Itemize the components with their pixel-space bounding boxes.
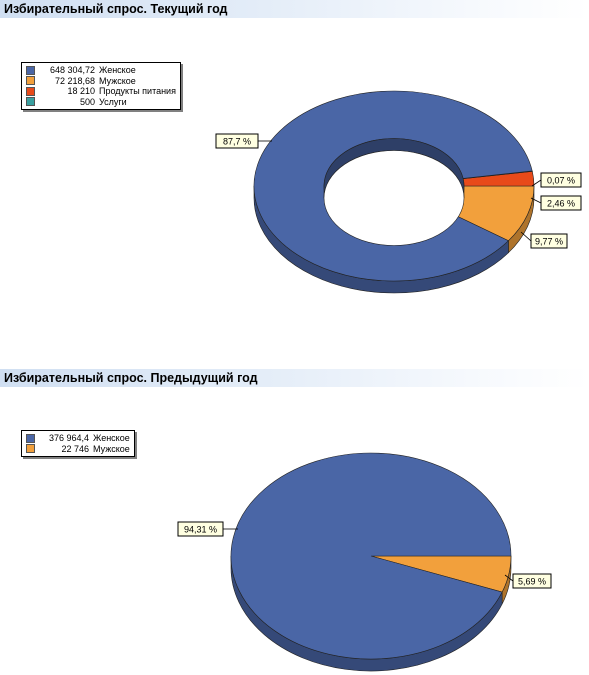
legend-label: Продукты питания [99, 86, 176, 97]
data-label: 0,07 % [547, 176, 575, 186]
legend-swatch [26, 65, 35, 75]
legend-label: Женское [93, 433, 130, 444]
data-label: 94,31 % [184, 525, 217, 535]
legend-value: 376 964,4 [48, 433, 89, 444]
data-label: 2,46 % [547, 199, 575, 209]
legend-item: 18 210 Продукты питания [26, 86, 176, 97]
legend-label: Мужское [93, 443, 130, 454]
legend-value: 18 210 [67, 86, 95, 97]
legend-value: 22 746 [61, 443, 89, 454]
data-label-box [215, 133, 259, 149]
data-label-box [177, 521, 224, 537]
chart-legend: 376 964,4 Женское 22 746 Мужское [21, 430, 135, 457]
chart-title: Избирательный спрос. Предыдущий год [0, 369, 589, 387]
legend-swatch [26, 444, 35, 454]
data-label-box [512, 573, 552, 589]
chart-panel-current-year: Избирательный спрос. Текущий год 87,7 % 0… [0, 0, 589, 294]
legend-item: 376 964,4 Женское [26, 433, 130, 444]
label-leader [530, 197, 542, 204]
data-label-box [540, 195, 582, 211]
legend-swatch [26, 76, 35, 86]
data-label: 87,7 % [223, 137, 251, 147]
donut-chart: 87,7 % 0,07 % 2,46 % 9,77 % [215, 90, 582, 294]
slice-0 [230, 452, 512, 660]
pie-chart: 94,31 % 5,69 % [177, 452, 552, 672]
data-label: 9,77 % [535, 237, 563, 247]
legend-value: 500 [79, 96, 95, 107]
legend-swatch [26, 433, 35, 443]
legend-item: 648 304,72 Женское [26, 65, 176, 76]
legend-swatch [26, 97, 35, 107]
legend-label: Мужское [99, 75, 136, 86]
donut-hole [323, 150, 465, 246]
chart-panel-previous-year: Избирательный спрос. Предыдущий год 94,3… [0, 369, 589, 675]
label-leader [504, 574, 514, 582]
legend-item: 500 Услуги [26, 97, 176, 108]
legend-item: 22 746 Мужское [26, 444, 130, 455]
chart-title: Избирательный спрос. Текущий год [0, 0, 589, 18]
legend-label: Услуги [99, 96, 127, 107]
label-leader [520, 231, 532, 242]
legend-value: 648 304,72 [49, 65, 95, 76]
legend-value: 72 218,68 [54, 75, 95, 86]
data-label-box [530, 233, 568, 249]
data-label: 5,69 % [518, 577, 546, 587]
legend-item: 72 218,68 Мужское [26, 76, 176, 87]
legend-label: Женское [99, 65, 136, 76]
label-leader [531, 179, 542, 187]
chart-legend: 648 304,72 Женское 72 218,68 Мужское 18 … [21, 62, 181, 110]
legend-swatch [26, 86, 35, 96]
data-label-box [540, 172, 582, 188]
